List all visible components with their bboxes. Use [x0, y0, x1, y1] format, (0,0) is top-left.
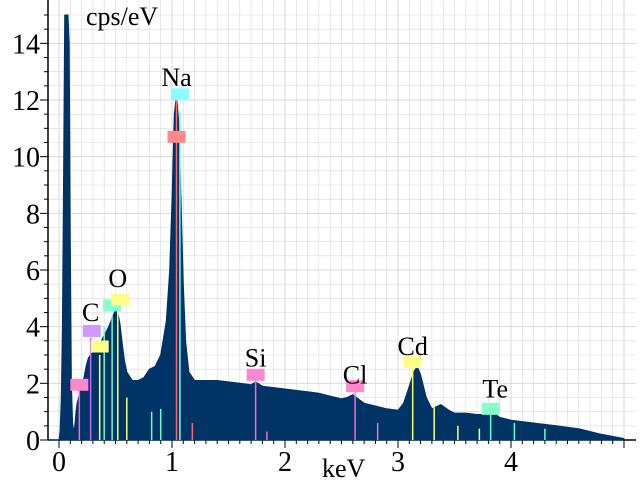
- element-marker: [481, 402, 500, 415]
- element-marker: [167, 130, 186, 143]
- element-label-o: O: [108, 264, 127, 293]
- x-tick-label: 0: [52, 447, 66, 478]
- element-marker: [403, 356, 422, 369]
- element-marker: [111, 293, 130, 306]
- element-marker: [90, 340, 109, 353]
- y-tick-label: 0: [26, 426, 40, 457]
- element-lines: [78, 100, 546, 440]
- spectrum-area: [49, 14, 625, 441]
- y-axis-title: cps/eV: [86, 2, 158, 31]
- element-marker: [246, 368, 265, 381]
- element-marker: [82, 324, 101, 337]
- spectrum-series: [49, 14, 625, 441]
- y-tick-label: 14: [12, 29, 40, 60]
- x-tick-label: 2: [278, 447, 292, 478]
- element-markers: [70, 88, 500, 415]
- element-marker: [170, 88, 189, 101]
- x-tick-label: 3: [391, 447, 405, 478]
- element-label-cl: Cl: [343, 360, 368, 389]
- y-tick-label: 2: [26, 369, 40, 400]
- y-tick-label: 6: [26, 256, 40, 287]
- element-label-te: Te: [482, 375, 508, 404]
- element-label-cd: Cd: [398, 332, 428, 361]
- x-tick-label: 4: [504, 447, 518, 478]
- y-tick-label: 12: [12, 86, 40, 117]
- element-marker: [70, 378, 89, 391]
- element-label-na: Na: [161, 63, 192, 92]
- element-labels: Na OC Si Cl Cd Te: [82, 63, 508, 404]
- y-tick-label: 10: [12, 143, 40, 174]
- grid: [48, 0, 636, 441]
- element-label-si: Si: [245, 343, 267, 372]
- y-tick-label: 8: [26, 199, 40, 230]
- x-tick-label: 1: [165, 447, 179, 478]
- element-label-c: C: [82, 298, 99, 327]
- y-tick-label: 4: [26, 313, 40, 344]
- x-axis-title: keV: [322, 454, 366, 480]
- element-marker: [346, 380, 365, 393]
